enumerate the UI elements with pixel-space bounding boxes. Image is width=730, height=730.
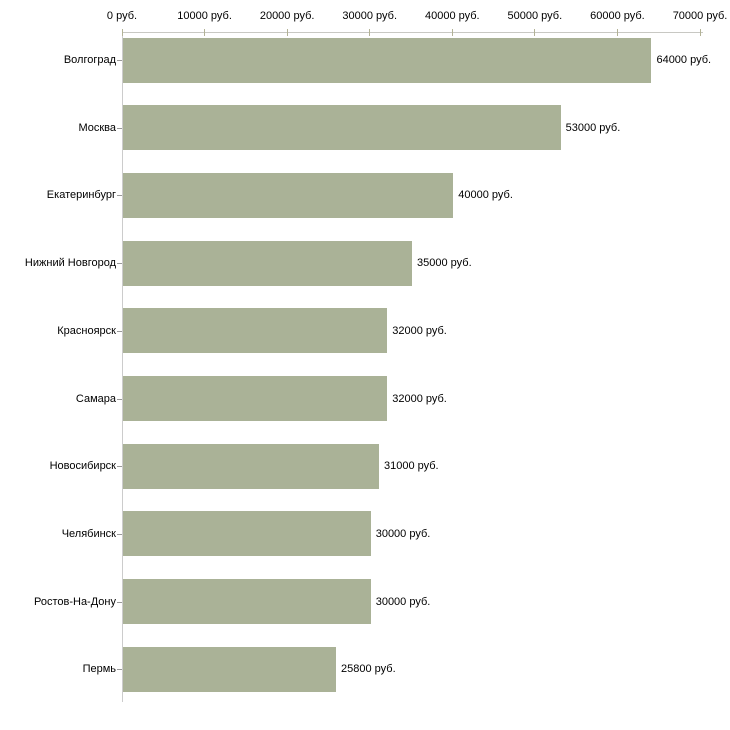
bar: [123, 308, 388, 354]
x-axis-tick-label: 30000 руб.: [342, 10, 398, 22]
x-axis-tick-label: 0 руб.: [106, 10, 138, 22]
category-label: Челябинск: [61, 527, 116, 540]
value-label: 35000 руб.: [417, 257, 472, 270]
x-axis-tick-label: 50000 руб.: [507, 10, 563, 22]
category-label: Пермь: [82, 663, 116, 676]
y-axis-tick: [117, 60, 122, 61]
y-axis-line: [122, 32, 123, 702]
x-axis-tick: [534, 29, 536, 36]
value-label: 25800 руб.: [341, 663, 396, 676]
value-label: 32000 руб.: [392, 324, 447, 337]
x-axis-tick-label: 60000 руб.: [590, 10, 645, 22]
category-label: Екатеринбург: [46, 189, 116, 202]
y-axis-tick: [117, 195, 122, 197]
x-axis-tick: [369, 29, 371, 36]
bar: [123, 511, 371, 557]
x-axis-tick: [286, 29, 288, 36]
bar: [123, 105, 561, 151]
value-label: 32000 руб.: [392, 392, 447, 405]
bar: [123, 37, 652, 83]
bar: [123, 646, 337, 692]
category-label: Самара: [75, 392, 116, 405]
value-label: 40000 руб.: [458, 189, 513, 202]
value-label: 31000 руб.: [383, 460, 439, 473]
y-axis-tick: [117, 533, 122, 535]
bar: [123, 240, 412, 286]
bar: [123, 579, 371, 625]
bar: [123, 376, 388, 421]
category-label: Волгоград: [63, 54, 116, 66]
x-axis-line: [122, 32, 703, 33]
y-axis-tick: [117, 601, 122, 603]
category-label: Москва: [78, 121, 116, 134]
category-label: Ростов-На-Дону: [33, 595, 116, 608]
x-axis-tick-label: 40000 руб.: [424, 10, 480, 22]
value-label: 30000 руб.: [375, 595, 431, 608]
y-axis-tick: [117, 127, 122, 129]
category-label: Красноярск: [57, 324, 116, 337]
x-axis-tick-label: 70000 руб.: [672, 10, 728, 22]
bar: [123, 172, 454, 218]
x-axis-tick: [616, 29, 618, 36]
value-label: 64000 руб.: [656, 54, 712, 66]
x-axis-tick: [204, 29, 206, 36]
y-axis-tick: [117, 398, 122, 400]
y-axis-tick: [117, 669, 122, 671]
x-axis-tick-label: 20000 руб.: [259, 10, 315, 22]
x-axis-tick: [451, 29, 453, 36]
category-label: Нижний Новгород: [24, 257, 116, 270]
x-axis-tick-label: 10000 руб.: [177, 10, 232, 22]
x-axis-tick: [121, 29, 123, 36]
y-axis-tick: [117, 263, 122, 265]
x-axis-tick: [699, 29, 701, 36]
bar: [123, 443, 379, 489]
y-axis-tick: [117, 330, 122, 332]
y-axis-tick: [117, 466, 122, 468]
category-label: Новосибирск: [49, 460, 116, 473]
value-label: 30000 руб.: [375, 527, 431, 540]
value-label: 53000 руб.: [565, 121, 621, 134]
